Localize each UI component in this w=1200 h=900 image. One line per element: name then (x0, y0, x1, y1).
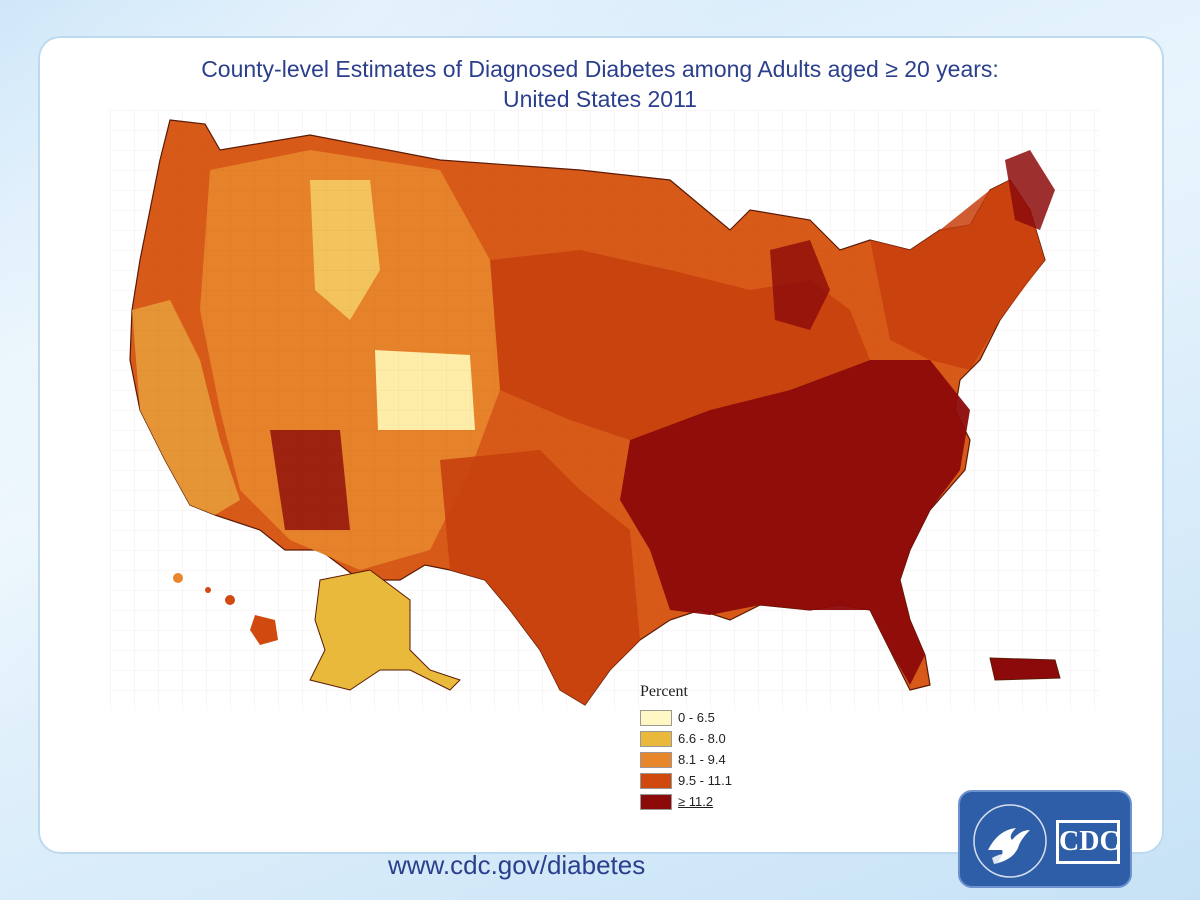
legend-item: 0 - 6.5 (640, 707, 732, 728)
map-title-line2: United States 2011 (503, 86, 697, 112)
hawaii-island-2 (205, 587, 211, 593)
legend-title: Percent (640, 683, 688, 700)
legend-label: 6.6 - 8.0 (678, 731, 726, 746)
legend-item: 6.6 - 8.0 (640, 728, 732, 749)
alaska-shape (309, 569, 461, 691)
legend-label: 9.5 - 11.1 (678, 773, 732, 788)
legend-item: 8.1 - 9.4 (640, 749, 732, 770)
map-title: County-level Estimates of Diagnosed Diab… (0, 54, 1200, 114)
hawaii-big-island (250, 615, 278, 645)
legend-swatch (640, 751, 672, 768)
legend-label: ≥ 11.2 (678, 794, 714, 809)
legend-swatch (640, 730, 672, 747)
legend-swatch (640, 793, 672, 810)
legend-item: ≥ 11.2 (640, 791, 732, 812)
hhs-eagle-seal-icon (973, 804, 1047, 878)
hawaii-island-3 (225, 595, 235, 605)
legend-swatch (640, 772, 672, 789)
map-title-line1: County-level Estimates of Diagnosed Diab… (201, 56, 999, 82)
cdc-logo: CDC (958, 790, 1132, 888)
us-county-map (110, 110, 1100, 710)
legend-item: 9.5 - 11.1 (640, 770, 732, 791)
legend: Percent 0 - 6.5 6.6 - 8.0 8.1 - 9.4 9.5 … (640, 683, 732, 812)
cdc-wordmark: CDC (1056, 820, 1120, 864)
puerto-rico-shape (989, 657, 1061, 681)
legend-label: 8.1 - 9.4 (678, 752, 726, 767)
legend-swatch (640, 709, 672, 726)
footer-url[interactable]: www.cdc.gov/diabetes (388, 850, 646, 880)
legend-label: 0 - 6.5 (678, 710, 715, 725)
hawaii-island-1 (173, 573, 183, 583)
